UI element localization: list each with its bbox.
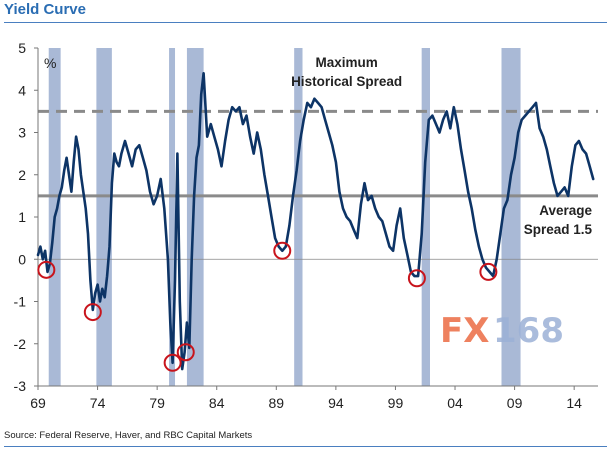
inversion-marker-2 xyxy=(163,353,182,372)
x-tick-label-2: 79 xyxy=(149,395,165,411)
x-tick-label-1: 74 xyxy=(90,395,106,411)
x-tick-label-7: 04 xyxy=(447,395,463,411)
watermark-168: 168 xyxy=(493,311,564,351)
inversion-marker-6 xyxy=(479,262,498,281)
x-tick-label-6: 99 xyxy=(388,395,404,411)
tick-labels: -3 -2 -1 0 1 2 3 4 5 69 74 79 84 89 94 99 04 09 14 xyxy=(14,40,583,411)
inversion-marker-1 xyxy=(83,303,102,322)
x-tick-label-3: 84 xyxy=(209,395,225,411)
x-tick-label-5: 94 xyxy=(328,395,344,411)
y-tick-label-7: 4 xyxy=(18,82,26,98)
watermark-fx: FX xyxy=(440,311,489,351)
annotation-0-line1: Maximum xyxy=(315,55,377,70)
inversion-marker-3 xyxy=(176,343,195,362)
inversion-marker-5 xyxy=(407,269,426,288)
annotation-1-line1: Average xyxy=(539,203,592,218)
recession-band-2 xyxy=(169,48,176,386)
y-tick-label-1: -2 xyxy=(14,336,27,352)
inversion-marker-4 xyxy=(273,241,292,260)
chart-title: Yield Curve xyxy=(4,1,86,18)
y-tick-label-0: -3 xyxy=(14,378,27,394)
annotation-1-line2: Spread 1.5 xyxy=(524,222,593,237)
x-tick-label-8: 09 xyxy=(507,395,523,411)
y-tick-label-5: 2 xyxy=(18,167,26,183)
reference-lines xyxy=(38,109,598,198)
annotation-0-line2: Historical Spread xyxy=(291,74,402,89)
y-axis-label: % xyxy=(44,55,56,71)
bottom-rule xyxy=(4,446,607,447)
title-rule xyxy=(4,22,607,23)
inversion-markers xyxy=(37,241,498,372)
fx168-watermark: FX 168 xyxy=(440,311,564,351)
y-tick-label-6: 3 xyxy=(18,125,26,141)
inversion-marker-0 xyxy=(37,260,56,279)
series-line-0 xyxy=(36,72,595,371)
recession-band-6 xyxy=(501,48,521,386)
x-tick-label-9: 14 xyxy=(566,395,582,411)
y-tick-label-3: 0 xyxy=(18,251,26,267)
axes xyxy=(34,47,598,390)
annotations: Maximum Historical Spread Average Spread 1.… xyxy=(291,55,592,237)
recession-band-4 xyxy=(294,48,303,386)
recession-band-5 xyxy=(421,48,430,386)
series-lines xyxy=(36,72,595,371)
y-tick-label-2: -1 xyxy=(14,294,27,310)
x-tick-label-0: 69 xyxy=(30,395,46,411)
source-note: Source: Federal Reserve, Haver, and RBC … xyxy=(4,430,253,441)
y-tick-label-4: 1 xyxy=(18,209,26,225)
x-tick-label-4: 89 xyxy=(269,395,285,411)
y-tick-label-8: 5 xyxy=(18,40,26,56)
